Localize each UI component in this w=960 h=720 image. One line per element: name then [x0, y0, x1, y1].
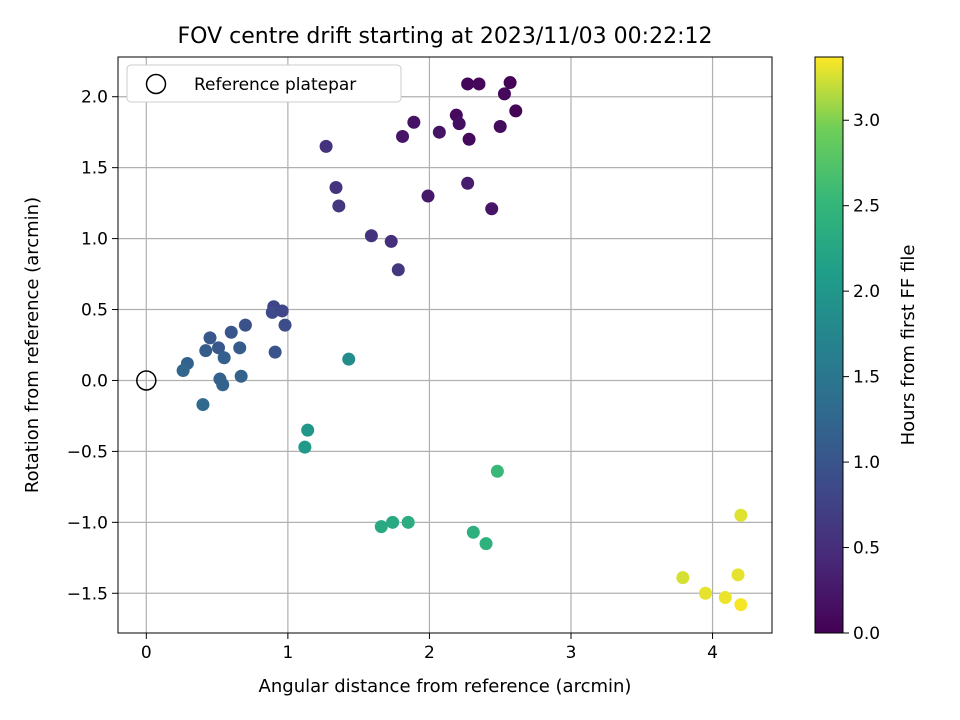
plot-frame: [117, 56, 773, 634]
legend-box: [126, 64, 402, 103]
y-tick-label: 1.0: [81, 230, 108, 250]
y-tick-label: −1.5: [67, 584, 108, 604]
data-point: [364, 229, 378, 243]
colorbar: [814, 56, 844, 634]
data-point: [278, 318, 292, 332]
y-tick-label: 0.5: [81, 301, 108, 321]
data-point: [384, 234, 398, 248]
y-axis-label: Rotation from reference (arcmin): [22, 197, 43, 493]
data-point: [224, 325, 238, 339]
data-point: [421, 189, 435, 203]
data-point: [374, 520, 388, 534]
colorbar-ticks: 0.0 0.5 1.0 1.5 2.0 2.5 3.0: [843, 111, 880, 644]
data-point: [386, 515, 400, 529]
data-point: [329, 181, 343, 195]
data-point: [298, 440, 312, 454]
plot-area: [118, 57, 772, 633]
data-point: [301, 423, 315, 437]
x-tick-label: 4: [707, 643, 718, 663]
data-point: [216, 378, 230, 392]
data-point: [698, 586, 712, 600]
data-point: [199, 344, 213, 358]
x-tick-label: 2: [424, 643, 435, 663]
data-point: [461, 77, 475, 91]
data-point: [407, 115, 421, 129]
data-point: [497, 87, 511, 101]
colorbar-tick-label: 0.0: [853, 624, 880, 644]
data-point: [462, 132, 476, 146]
data-point: [485, 202, 499, 216]
x-tick-label: 0: [141, 643, 152, 663]
data-point: [265, 305, 279, 319]
colorbar-tick-label: 2.0: [853, 282, 880, 302]
y-tick-label: 0.0: [81, 371, 108, 391]
y-tick-label: −1.0: [67, 513, 108, 533]
y-axis-ticks: −1.5 −1.0 −0.5 0.0 0.5 1.0 1.5 2.0: [67, 88, 118, 604]
data-point: [401, 515, 415, 529]
data-points: [176, 76, 748, 612]
data-point: [233, 341, 247, 355]
colorbar-tick-label: 0.5: [853, 539, 880, 559]
data-point: [332, 199, 346, 213]
colorbar-tick-label: 3.0: [853, 111, 880, 131]
data-point: [203, 331, 217, 345]
data-point: [493, 120, 507, 134]
legend-marker-reference: [145, 73, 167, 95]
data-point: [734, 598, 748, 612]
data-point: [461, 176, 475, 190]
reference-point: [136, 370, 157, 391]
chart-title: FOV centre drift starting at 2023/11/03 …: [178, 24, 713, 49]
x-axis-ticks: 0 1 2 3 4: [141, 633, 718, 663]
data-point: [466, 525, 480, 539]
colorbar-tick-label: 1.5: [853, 368, 880, 388]
data-point: [176, 364, 190, 378]
data-point: [342, 352, 356, 366]
data-point: [472, 77, 486, 91]
data-point: [734, 508, 748, 522]
legend: Reference platepar: [126, 64, 402, 103]
y-tick-label: 1.5: [81, 159, 108, 179]
data-point: [479, 537, 493, 551]
data-point: [319, 139, 333, 153]
data-point: [396, 129, 410, 143]
data-point: [432, 125, 446, 139]
data-point: [268, 345, 282, 359]
data-point: [718, 591, 732, 605]
data-point: [731, 568, 745, 582]
data-point: [676, 571, 690, 585]
y-tick-label: 2.0: [81, 88, 108, 108]
data-point: [196, 398, 210, 412]
colorbar-tick-label: 2.5: [853, 197, 880, 217]
data-point: [503, 76, 517, 90]
x-tick-label: 3: [566, 643, 577, 663]
data-point: [212, 341, 226, 355]
data-point: [238, 318, 252, 332]
data-point: [275, 304, 289, 318]
x-tick-label: 1: [282, 643, 293, 663]
reference-marker: [136, 370, 157, 391]
legend-entry-reference: Reference platepar: [194, 75, 356, 95]
data-point: [490, 464, 504, 478]
data-point: [217, 351, 231, 365]
colorbar-tick-label: 1.0: [853, 453, 880, 473]
colorbar-label: Hours from first FF file: [898, 245, 919, 446]
data-point: [234, 369, 248, 383]
y-tick-label: −0.5: [67, 442, 108, 462]
data-point: [509, 104, 523, 118]
x-axis-label: Angular distance from reference (arcmin): [259, 676, 632, 697]
data-point: [452, 117, 466, 131]
data-point: [391, 263, 405, 277]
